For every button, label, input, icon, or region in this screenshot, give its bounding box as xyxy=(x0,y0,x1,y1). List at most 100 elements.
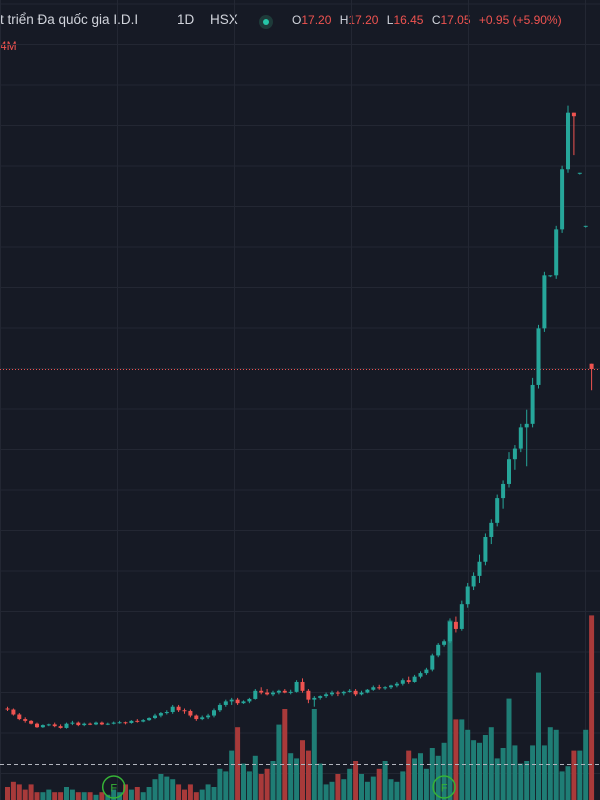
volume-bar xyxy=(323,784,329,800)
candle-body xyxy=(318,696,323,698)
candle-body xyxy=(359,692,364,695)
volume-bar xyxy=(93,794,99,800)
volume-bar xyxy=(241,763,246,800)
candle-body xyxy=(23,719,28,721)
candle-body xyxy=(436,644,441,656)
candle-body xyxy=(406,680,411,682)
candle-body xyxy=(64,723,69,728)
volume-bar xyxy=(500,748,506,800)
volume-bar xyxy=(364,781,370,800)
candle-body xyxy=(400,680,405,684)
candle-body xyxy=(212,710,216,716)
candle-body xyxy=(229,699,234,702)
volume-bar xyxy=(52,792,58,800)
volume-bar xyxy=(276,724,282,800)
candle-body xyxy=(158,713,163,716)
candle-body xyxy=(117,722,122,724)
volume-bar xyxy=(471,740,477,800)
volume-bar xyxy=(87,792,93,800)
candle-body xyxy=(46,724,51,726)
volume-bar xyxy=(335,774,341,800)
candle-body xyxy=(542,275,547,329)
candle-body xyxy=(247,698,252,702)
candle-body xyxy=(70,722,75,724)
volume-bar xyxy=(140,792,146,800)
open-label: O xyxy=(292,13,302,27)
volume-bar xyxy=(583,729,589,800)
candle-body xyxy=(40,725,45,728)
candle-body xyxy=(501,483,506,499)
candle-body xyxy=(430,655,435,670)
candle-body xyxy=(276,690,281,693)
candle-body xyxy=(176,706,181,711)
candle-body xyxy=(412,676,417,682)
volume-bar xyxy=(530,745,536,800)
volume-bar xyxy=(577,750,583,800)
volume-bar xyxy=(376,768,382,800)
candle-body xyxy=(353,690,358,695)
volume-bar xyxy=(311,709,317,800)
candle-body xyxy=(82,723,87,726)
candle-body xyxy=(530,384,535,424)
candle-body xyxy=(141,720,146,722)
candle-body xyxy=(271,692,275,695)
candle-body xyxy=(17,714,22,720)
candle-body xyxy=(483,536,488,562)
volume-bar xyxy=(40,792,46,800)
volume-bar xyxy=(282,709,288,800)
volume-bar xyxy=(34,792,40,800)
candle-body xyxy=(577,172,582,174)
candle-body xyxy=(29,720,34,724)
candle-body xyxy=(583,225,588,227)
dividend-marker-icon xyxy=(432,775,456,799)
volume-bar xyxy=(182,789,187,800)
candle-body xyxy=(365,689,370,693)
candle-body xyxy=(324,694,329,697)
volume-bar xyxy=(28,784,34,800)
volume-bar xyxy=(524,761,530,800)
volume-bar xyxy=(512,745,518,800)
candle-body xyxy=(206,715,211,718)
volume-bar xyxy=(75,792,81,800)
dividend-marker-icon xyxy=(101,775,126,799)
market-status-icon[interactable] xyxy=(259,15,273,29)
volume-bar xyxy=(170,779,176,800)
candle-body xyxy=(5,708,10,710)
exchange-label: HSX xyxy=(210,12,238,27)
volume-bar xyxy=(400,771,406,800)
symbol-title[interactable]: t triển Đa quốc gia I.D.I xyxy=(0,12,139,27)
volume-bar xyxy=(205,784,211,800)
volume-bar xyxy=(317,763,323,800)
volume-bar xyxy=(81,792,87,800)
volume-bar xyxy=(559,771,565,800)
volume-bar xyxy=(453,719,459,800)
candle-body xyxy=(259,690,264,693)
volume-bar xyxy=(565,766,571,800)
interval-label[interactable]: 1D xyxy=(177,12,195,27)
candle-body xyxy=(253,690,258,699)
volume-bar xyxy=(10,781,16,800)
close-value: 17.05 xyxy=(440,13,471,27)
volume-bar xyxy=(128,789,134,800)
volume-bar xyxy=(111,789,117,800)
volume-bar xyxy=(418,753,423,800)
volume-bar xyxy=(288,753,294,800)
volume-bar xyxy=(541,745,547,800)
volume-bar xyxy=(252,755,258,800)
candle-body xyxy=(477,561,482,576)
volume-bar xyxy=(412,758,418,800)
candle-body xyxy=(52,724,57,727)
volume-bar xyxy=(270,761,276,800)
candle-body xyxy=(135,720,140,722)
volume-bar xyxy=(423,768,429,800)
candle-body xyxy=(194,715,199,720)
candle-body xyxy=(371,687,376,690)
volume-bar xyxy=(16,784,22,800)
candle-body xyxy=(489,522,494,537)
candle-body xyxy=(341,691,346,694)
volume-bar xyxy=(58,792,64,800)
volume-bar xyxy=(164,776,170,800)
volume-bar xyxy=(429,748,435,800)
volume-bar xyxy=(5,787,10,800)
